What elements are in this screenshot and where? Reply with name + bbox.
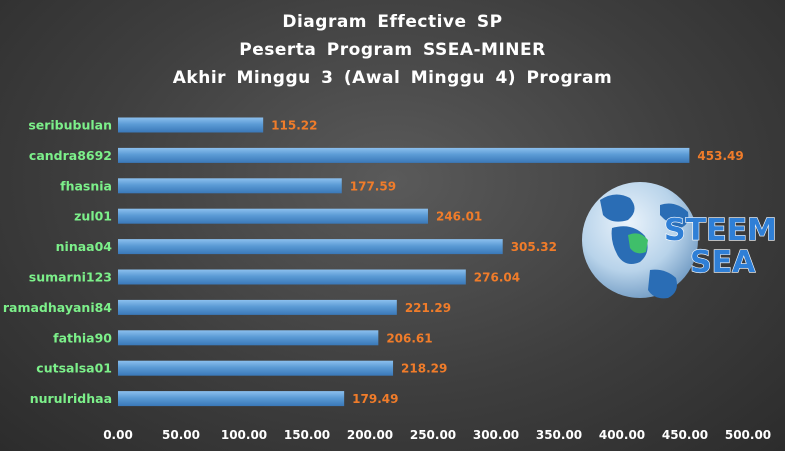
value-label-fathia90: 206.61 (386, 331, 432, 345)
x-tick-label: 450.00 (662, 428, 708, 442)
category-label-sumarni123: sumarni123 (29, 270, 112, 285)
x-tick-label: 200.00 (347, 428, 393, 442)
bar-ramadhayani84 (118, 299, 397, 315)
x-tick-label: 350.00 (536, 428, 582, 442)
x-tick-label: 500.00 (725, 428, 771, 442)
globe-icon (582, 182, 698, 299)
bar-zul01 (118, 208, 428, 224)
bar-fhasnia (118, 178, 342, 194)
category-labels-group: seribubulan candra8692 fhasnia zul01 ninaa04… (3, 118, 112, 407)
x-tick-label: 150.00 (284, 428, 330, 442)
bar-cutsalsa01 (118, 360, 394, 376)
category-label-fhasnia: fhasnia (60, 178, 112, 193)
value-label-seribubulan: 115.22 (271, 119, 317, 133)
chart-title-line-2: Peserta Program SSEA-MINER (239, 40, 546, 60)
bar-fathia90 (118, 330, 379, 346)
category-label-seribubulan: seribubulan (28, 118, 112, 133)
category-label-fathia90: fathia90 (53, 330, 112, 345)
value-labels-group: 115.22 453.49 177.59 246.01 305.32 276.04 221.… (271, 119, 744, 407)
logo-text-sea: SEA (690, 245, 756, 280)
logo-text-steem: STEEM (664, 213, 777, 248)
category-label-ramadhayani84: ramadhayani84 (3, 300, 112, 315)
category-label-nurulridhaa: nurulridhaa (30, 391, 112, 406)
x-tick-label: 400.00 (599, 428, 645, 442)
bar-candra8692 (118, 147, 690, 163)
category-label-candra8692: candra8692 (29, 148, 112, 163)
x-axis-ticks-group: 0.00 50.00 100.00 150.00 200.00 250.00 300.00 3… (103, 428, 771, 442)
bars-group (118, 117, 690, 407)
x-tick-label: 0.00 (103, 428, 133, 442)
value-label-ninaa04: 305.32 (511, 240, 557, 254)
bar-sumarni123 (118, 269, 466, 285)
category-label-ninaa04: ninaa04 (56, 239, 113, 254)
category-label-cutsalsa01: cutsalsa01 (36, 361, 112, 376)
steem-sea-logo: STEEM SEA (582, 182, 778, 299)
x-tick-label: 100.00 (221, 428, 267, 442)
bar-nurulridhaa (118, 391, 345, 407)
value-label-zul01: 246.01 (436, 210, 482, 224)
value-label-fhasnia: 177.59 (350, 179, 396, 193)
bar-seribubulan (118, 117, 264, 133)
value-label-cutsalsa01: 218.29 (401, 362, 447, 376)
value-label-sumarni123: 276.04 (474, 271, 520, 285)
x-tick-label: 250.00 (410, 428, 456, 442)
chart-title-line-1: Diagram Effective SP (282, 12, 503, 32)
category-label-zul01: zul01 (74, 209, 112, 224)
value-label-nurulridhaa: 179.49 (352, 392, 398, 406)
value-label-ramadhayani84: 221.29 (405, 301, 451, 315)
value-label-candra8692: 453.49 (697, 149, 743, 163)
bar-ninaa04 (118, 239, 503, 255)
x-tick-label: 50.00 (162, 428, 200, 442)
x-tick-label: 300.00 (473, 428, 519, 442)
chart-title-line-3: Akhir Minggu 3 (Awal Minggu 4) Program (172, 68, 613, 88)
